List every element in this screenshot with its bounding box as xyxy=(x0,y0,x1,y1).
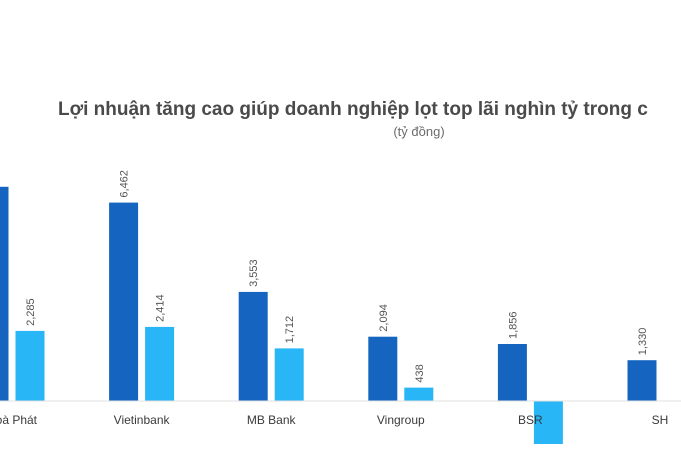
bar-secondary-3 xyxy=(404,387,434,401)
chart-subtitle: (tỷ đồng) xyxy=(393,124,445,139)
category-label-4: BSR xyxy=(518,413,543,427)
category-label-5: SH xyxy=(652,413,669,427)
bar-secondary-2 xyxy=(274,348,304,401)
category-label-3: Vingroup xyxy=(377,413,425,427)
data-label-0-1: 2,285 xyxy=(25,298,37,326)
data-label-2-0: 3,553 xyxy=(248,259,260,287)
data-label-1-0: 6,462 xyxy=(119,170,131,198)
bar-primary-1 xyxy=(109,202,139,401)
data-label-1-1: 2,414 xyxy=(155,294,167,322)
data-label-3-1: 438 xyxy=(414,364,426,382)
bar-primary-4 xyxy=(497,344,527,401)
bar-primary-5 xyxy=(627,360,657,401)
data-label-5-0: 1,330 xyxy=(637,328,649,356)
data-label-2-1: 1,712 xyxy=(284,316,296,344)
data-label-4-0: 1,856 xyxy=(507,311,519,339)
bar-primary-0 xyxy=(0,186,9,401)
data-label-0-0: 6,978 xyxy=(0,154,1,182)
category-label-1: Vietinbank xyxy=(114,413,171,427)
bar-secondary-0 xyxy=(15,330,45,401)
bar-primary-2 xyxy=(238,291,268,401)
data-label-3-0: 2,094 xyxy=(378,304,390,332)
bar-secondary-4 xyxy=(533,401,563,444)
bar-secondary-1 xyxy=(145,326,175,401)
chart-title: Lợi nhuận tăng cao giúp doanh nghiệp lọt… xyxy=(58,99,648,120)
category-label-0: Hoà Phát xyxy=(0,413,38,427)
category-label-2: MB Bank xyxy=(247,413,297,427)
bar-primary-3 xyxy=(368,336,398,401)
